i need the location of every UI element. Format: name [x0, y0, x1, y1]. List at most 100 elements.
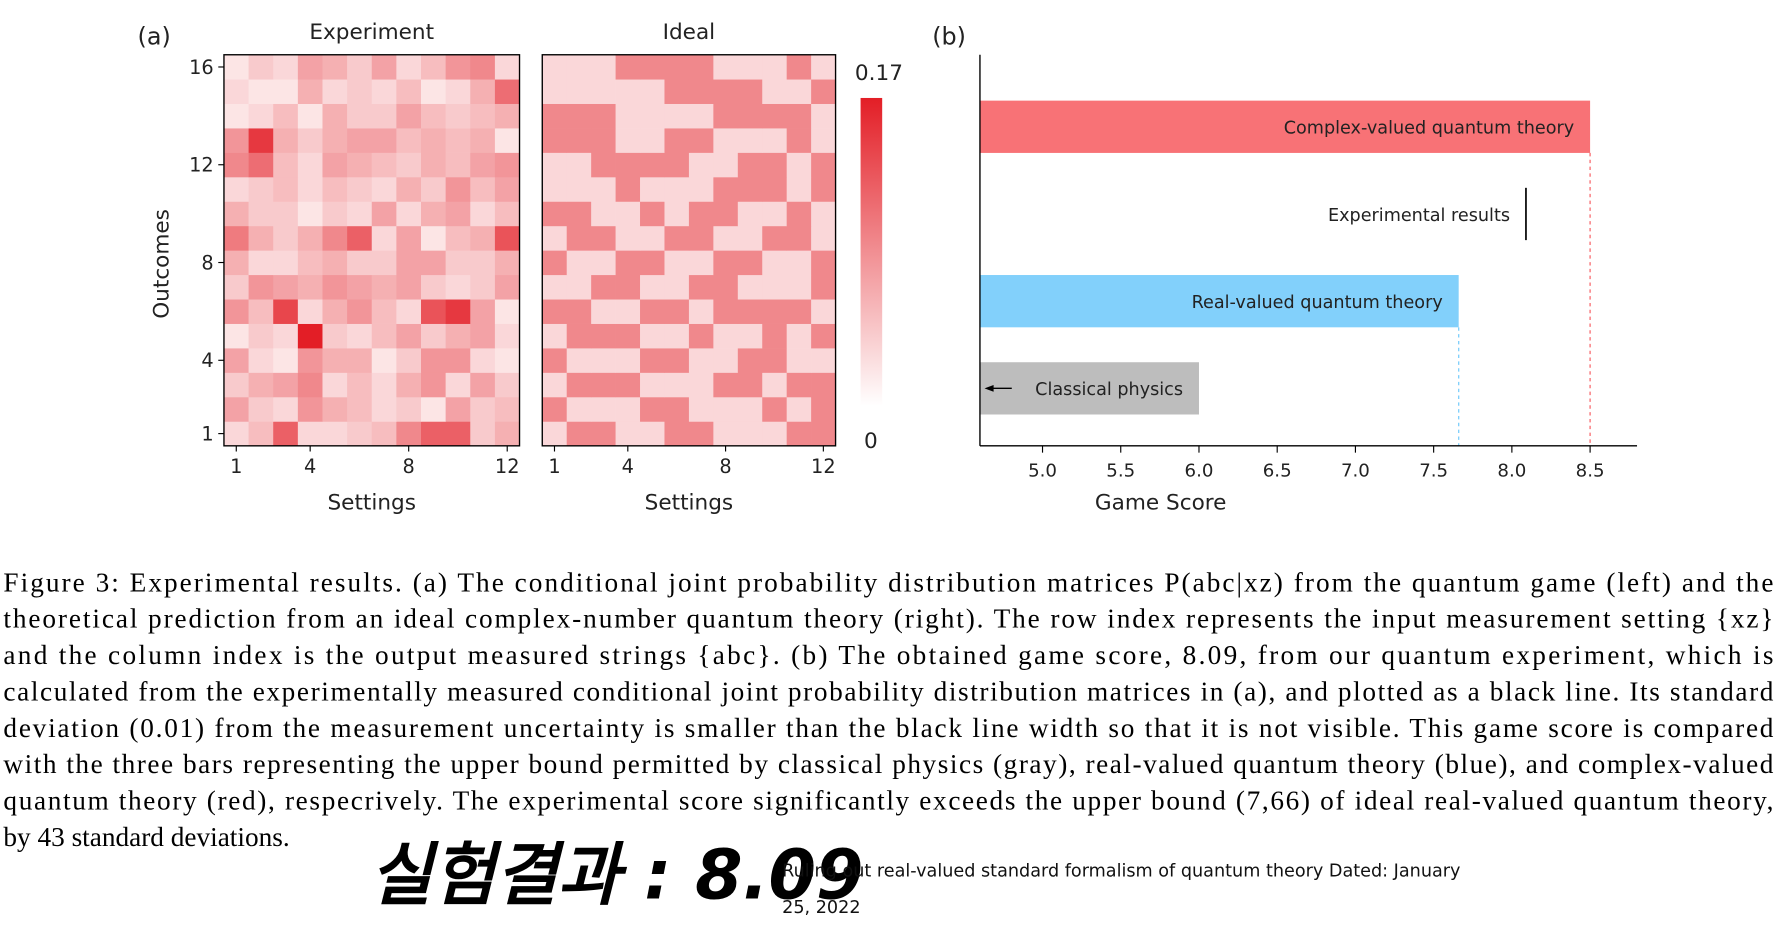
heatmap-cell [811, 152, 836, 178]
heatmap-cell [371, 176, 397, 202]
heatmap-cell [322, 54, 348, 80]
heatmap-cell [223, 201, 249, 227]
heatmap-cell [762, 152, 788, 178]
heatmap-cell [811, 372, 836, 398]
x-tick-label: 8 [403, 455, 415, 478]
heatmap-cell [640, 396, 665, 422]
heatmap-cell [494, 396, 520, 422]
heatmap-cell [786, 176, 812, 202]
heatmap-cell [494, 225, 520, 251]
heatmap-cell [688, 372, 714, 398]
heatmap-cell [811, 323, 836, 349]
y-axis-label: Outcomes [149, 209, 174, 319]
heatmap-cell [566, 152, 592, 178]
heatmap-cell [421, 54, 446, 80]
heatmap-cell [371, 299, 397, 324]
citation-note: 25, 2022 [782, 898, 860, 918]
heatmap-cell [445, 348, 471, 373]
heatmap-cell [786, 128, 812, 153]
heatmap-cell [347, 372, 373, 398]
heatmap-cell [737, 103, 763, 129]
heatmap-cell [322, 225, 348, 251]
heatmap-cell [688, 274, 714, 300]
heatmap-cell [223, 79, 249, 104]
heatmap-cell [396, 79, 422, 104]
panel-title: Experiment [309, 20, 434, 45]
x-tick-label: 1 [548, 455, 560, 478]
heatmap-cell [762, 176, 788, 202]
x-tick-label: 7.0 [1341, 461, 1370, 482]
x-tick-label: 4 [304, 455, 316, 478]
heatmap-cell [591, 201, 616, 227]
heatmap-cell [688, 176, 714, 202]
heatmap-cell [664, 201, 690, 227]
heatmap-cell [470, 323, 496, 349]
heatmap-cell [322, 348, 348, 373]
heatmap-cell [347, 103, 373, 129]
heatmap-cell [223, 274, 249, 300]
heatmap-cell [371, 225, 397, 251]
heatmap-cell [542, 225, 568, 251]
heatmap-cell [494, 299, 520, 324]
heatmap-cell [542, 152, 568, 178]
heatmap-cell [273, 323, 299, 349]
heatmap-cell [688, 250, 714, 276]
colorbar-tick-label: 0 [864, 429, 878, 454]
heatmap-cell [322, 176, 348, 202]
heatmap-cell [591, 128, 616, 153]
heatmap-cell [322, 201, 348, 227]
heatmap-cell [615, 152, 641, 178]
heatmap-cell [762, 225, 788, 251]
heatmap-cell [615, 299, 641, 324]
heatmap-cell [347, 152, 373, 178]
heatmap-cell [615, 421, 641, 447]
heatmap-cell [371, 274, 397, 300]
heatmap-cell [371, 79, 397, 104]
heatmap-cell [542, 372, 568, 398]
heatmap-cell [737, 225, 763, 251]
heatmap-cell [396, 421, 422, 447]
heatmap-cell [615, 372, 641, 398]
heatmap-cell [248, 372, 274, 398]
heatmap-cell [445, 421, 471, 447]
heatmap-cell [615, 396, 641, 422]
heatmap-cell [273, 372, 299, 398]
heatmap-cell [494, 274, 520, 300]
heatmap-cell [811, 396, 836, 422]
heatmap-cell [542, 54, 568, 80]
heatmap-cell [494, 250, 520, 276]
heatmap-cell [713, 274, 739, 300]
heatmap-cell [762, 372, 788, 398]
heatmap-cell [542, 103, 568, 129]
panel-label: (b) [932, 23, 966, 51]
heatmap-cell [737, 372, 763, 398]
heatmap-cell [591, 372, 616, 398]
heatmap-cell [615, 250, 641, 276]
heatmap-cell [737, 128, 763, 153]
heatmap-cell [713, 299, 739, 324]
heatmap-cell [566, 225, 592, 251]
heatmap-cell [664, 323, 690, 349]
heatmap-cell [591, 421, 616, 447]
heatmap-cell [347, 274, 373, 300]
heatmap-cell [347, 176, 373, 202]
heatmap-cell [223, 348, 249, 373]
heatmap-cell [688, 128, 714, 153]
heatmap-cell [591, 79, 616, 104]
y-tick-label: 16 [189, 56, 214, 79]
heatmap-cell [591, 274, 616, 300]
heatmap-cell [640, 54, 665, 80]
x-tick-label: 8.0 [1497, 461, 1526, 482]
heatmap-cell [542, 396, 568, 422]
heatmap-cell [421, 79, 446, 104]
heatmap-cell [273, 225, 299, 251]
heatmap-cell [445, 225, 471, 251]
heatmap-cell [421, 201, 446, 227]
heatmap-cell [737, 201, 763, 227]
heatmap-cell [494, 152, 520, 178]
heatmap-cell [615, 79, 641, 104]
caption-line: Figure 3: Experimental results. (a) The … [3, 567, 1773, 597]
heatmap-cell [786, 79, 812, 104]
